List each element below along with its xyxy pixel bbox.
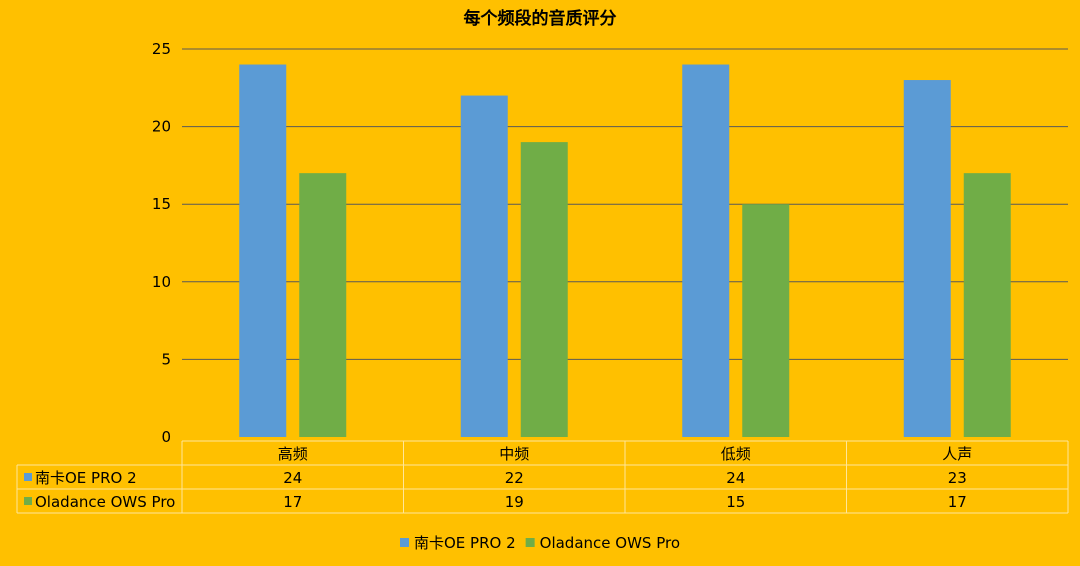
- bar-series-1: [460, 95, 508, 437]
- table-legend-key: [24, 473, 32, 481]
- y-tick-label: 0: [161, 428, 171, 446]
- y-tick-label: 10: [152, 273, 171, 291]
- y-tick-label: 25: [152, 40, 171, 58]
- y-tick-label: 20: [152, 118, 171, 136]
- data-label: 23: [948, 469, 967, 487]
- category-label: 高频: [278, 445, 308, 463]
- data-label: 15: [726, 493, 745, 511]
- bar-series-1: [903, 80, 951, 437]
- y-tick-label: 15: [152, 195, 171, 213]
- bar-series-1: [239, 64, 287, 438]
- category-label: 低频: [721, 445, 751, 463]
- bar-series-2: [299, 173, 347, 437]
- data-label: 24: [283, 469, 302, 487]
- legend-label: Oladance OWS Pro: [540, 534, 680, 552]
- category-label: 中频: [499, 445, 529, 463]
- data-label: 17: [283, 493, 302, 511]
- data-label: 22: [505, 469, 524, 487]
- y-tick-label: 5: [161, 350, 171, 368]
- bar-series-2: [742, 204, 790, 437]
- bar-series-2: [520, 142, 568, 437]
- table-series-name: Oladance OWS Pro: [35, 493, 175, 511]
- legend: 南卡OE PRO 2 Oladance OWS Pro: [400, 534, 680, 552]
- table-series-name: 南卡OE PRO 2: [35, 469, 137, 487]
- bar-series-2: [963, 173, 1011, 437]
- y-axis: 0 5 10 15 20 25: [152, 40, 171, 446]
- bar-series-1: [682, 64, 730, 438]
- data-label: 19: [505, 493, 524, 511]
- legend-key: [525, 538, 535, 547]
- legend-label: 南卡OE PRO 2: [414, 534, 516, 552]
- data-label: 17: [948, 493, 967, 511]
- category-label: 人声: [942, 445, 972, 463]
- table-legend-key: [24, 497, 32, 505]
- chart-title: 每个频段的音质评分: [464, 8, 617, 29]
- data-label: 24: [726, 469, 745, 487]
- legend-key: [400, 538, 409, 547]
- bars: [239, 64, 1011, 438]
